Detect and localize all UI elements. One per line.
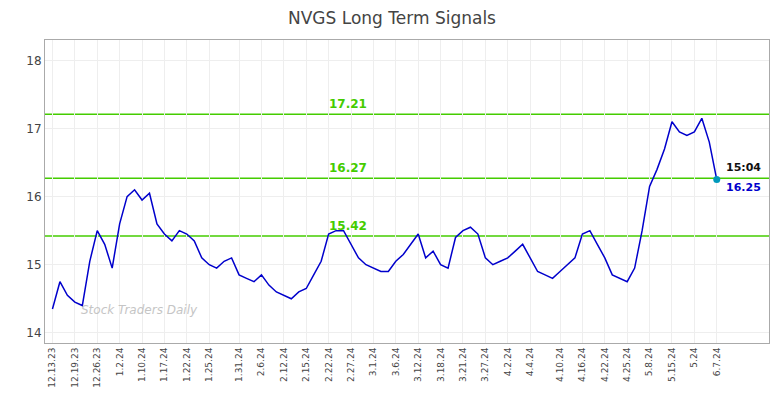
svg-text:4.22.24: 4.22.24 xyxy=(600,347,610,382)
svg-text:4.10.24: 4.10.24 xyxy=(555,347,565,382)
svg-text:12.13.23: 12.13.23 xyxy=(47,348,57,388)
svg-text:2.15.24: 2.15.24 xyxy=(301,347,311,382)
svg-text:1.10.24: 1.10.24 xyxy=(137,347,147,382)
svg-text:NVGS Long Term Signals: NVGS Long Term Signals xyxy=(288,8,496,28)
svg-text:15.42: 15.42 xyxy=(329,219,367,233)
svg-text:2.22.24: 2.22.24 xyxy=(324,347,334,382)
svg-text:3.12.24: 3.12.24 xyxy=(413,347,423,382)
svg-text:1.17.24: 1.17.24 xyxy=(159,347,169,382)
svg-text:16: 16 xyxy=(26,190,41,204)
svg-text:3.1.24: 3.1.24 xyxy=(368,347,378,376)
svg-text:5.15.24: 5.15.24 xyxy=(667,347,677,382)
svg-text:4.16.24: 4.16.24 xyxy=(577,347,587,382)
svg-text:4.4.24: 4.4.24 xyxy=(525,347,535,376)
svg-text:5.8.24: 5.8.24 xyxy=(645,347,655,376)
svg-text:Stock Traders Daily: Stock Traders Daily xyxy=(81,303,198,317)
svg-text:15: 15 xyxy=(26,258,41,272)
svg-text:4.2.24: 4.2.24 xyxy=(503,347,513,376)
svg-text:16.25: 16.25 xyxy=(726,181,761,194)
svg-text:2.6.24: 2.6.24 xyxy=(256,347,266,376)
svg-text:3.27.24: 3.27.24 xyxy=(480,347,490,382)
svg-text:17: 17 xyxy=(26,122,41,136)
svg-text:1.2.24: 1.2.24 xyxy=(115,347,125,376)
svg-text:3.21.24: 3.21.24 xyxy=(458,347,468,382)
svg-text:14: 14 xyxy=(26,326,41,340)
svg-text:5.24: 5.24 xyxy=(689,347,699,367)
svg-text:1.22.24: 1.22.24 xyxy=(182,347,192,382)
svg-text:4.25.24: 4.25.24 xyxy=(622,347,632,382)
svg-text:2.27.24: 2.27.24 xyxy=(346,347,356,382)
svg-text:2.12.24: 2.12.24 xyxy=(279,347,289,382)
svg-text:12.19.23: 12.19.23 xyxy=(70,348,80,388)
svg-text:3.18.24: 3.18.24 xyxy=(436,347,446,382)
svg-text:6.7.24: 6.7.24 xyxy=(712,347,722,376)
svg-text:1.25.24: 1.25.24 xyxy=(204,347,214,382)
svg-text:17.21: 17.21 xyxy=(329,97,367,111)
svg-text:16.27: 16.27 xyxy=(329,161,367,175)
svg-text:12.26.23: 12.26.23 xyxy=(92,348,102,388)
svg-text:15:04: 15:04 xyxy=(726,161,761,174)
svg-text:1.31.24: 1.31.24 xyxy=(234,347,244,382)
svg-text:3.6.24: 3.6.24 xyxy=(391,347,401,376)
svg-text:18: 18 xyxy=(26,54,41,68)
